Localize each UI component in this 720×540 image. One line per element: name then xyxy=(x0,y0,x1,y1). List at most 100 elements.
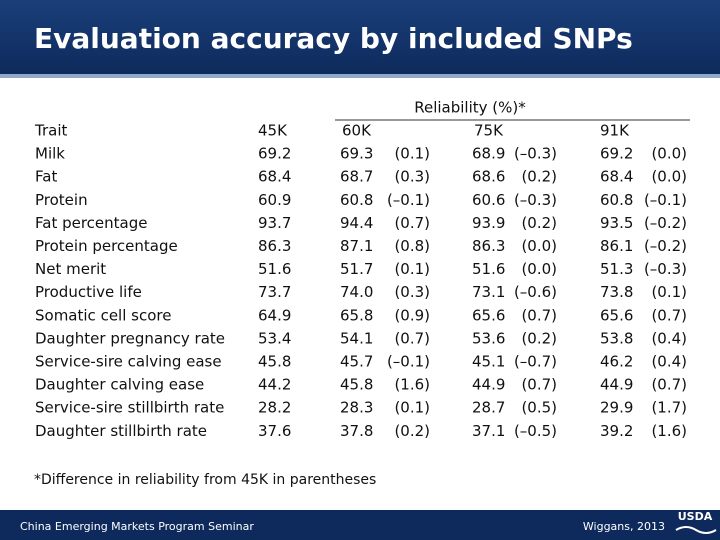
trait-cell: Milk xyxy=(35,145,65,163)
value-cell: (0.7) xyxy=(651,376,687,394)
value-cell: 45.7 xyxy=(340,353,373,371)
value-cell: (0.2) xyxy=(521,214,557,232)
value-cell: 29.9 xyxy=(600,399,633,417)
column-header: 45K xyxy=(258,122,288,140)
value-cell: 46.2 xyxy=(600,353,633,371)
value-cell: 93.5 xyxy=(600,214,633,232)
value-cell: 37.6 xyxy=(258,422,291,440)
value-cell: (0.5) xyxy=(521,399,557,417)
value-cell: 86.3 xyxy=(472,237,505,255)
value-cell: 93.7 xyxy=(258,214,291,232)
footnote: *Difference in reliability from 45K in p… xyxy=(34,472,376,488)
value-cell: 73.1 xyxy=(472,283,505,301)
trait-cell: Productive life xyxy=(35,283,142,301)
value-cell: (0.7) xyxy=(651,306,687,324)
value-cell: 53.6 xyxy=(472,329,505,347)
value-cell: 51.7 xyxy=(340,260,373,278)
value-cell: (0.8) xyxy=(394,237,430,255)
value-cell: (1.6) xyxy=(394,376,430,394)
title-rule xyxy=(0,74,720,78)
value-cell: (–0.1) xyxy=(387,353,430,371)
trait-cell: Net merit xyxy=(35,260,106,278)
logo: USDA xyxy=(678,510,713,523)
trait-cell: Daughter stillbirth rate xyxy=(35,422,207,440)
value-cell: 65.6 xyxy=(600,306,633,324)
value-cell: 65.8 xyxy=(340,306,373,324)
value-cell: (0.3) xyxy=(394,283,430,301)
trait-cell: Fat percentage xyxy=(35,214,148,232)
column-header: Trait xyxy=(34,122,67,140)
trait-cell: Daughter pregnancy rate xyxy=(35,329,225,347)
value-cell: 51.6 xyxy=(472,260,505,278)
value-cell: 37.1 xyxy=(472,422,505,440)
value-cell: 60.8 xyxy=(340,191,373,209)
value-cell: (0.7) xyxy=(521,306,557,324)
value-cell: (0.4) xyxy=(651,353,687,371)
value-cell: (–0.2) xyxy=(644,237,687,255)
value-cell: 53.4 xyxy=(258,329,291,347)
value-cell: (–0.7) xyxy=(514,353,557,371)
value-cell: 44.9 xyxy=(600,376,633,394)
value-cell: (0.0) xyxy=(651,168,687,186)
value-cell: (0.7) xyxy=(394,329,430,347)
value-cell: (0.2) xyxy=(521,329,557,347)
title-band xyxy=(0,0,720,74)
value-cell: (0.1) xyxy=(651,283,687,301)
value-cell: (–0.6) xyxy=(514,283,557,301)
value-cell: 69.2 xyxy=(600,145,633,163)
value-cell: 73.7 xyxy=(258,283,291,301)
value-cell: 54.1 xyxy=(340,329,373,347)
logo-wave xyxy=(675,526,717,534)
value-cell: 51.6 xyxy=(258,260,291,278)
value-cell: 60.6 xyxy=(472,191,505,209)
value-cell: (1.6) xyxy=(651,422,687,440)
value-cell: (0.0) xyxy=(651,145,687,163)
value-cell: 68.4 xyxy=(258,168,291,186)
trait-cell: Somatic cell score xyxy=(35,306,171,324)
value-cell: (–0.1) xyxy=(387,191,430,209)
footer-right: Wiggans, 2013 xyxy=(583,520,665,533)
value-cell: (0.0) xyxy=(521,260,557,278)
trait-cell: Service-sire calving ease xyxy=(35,353,222,371)
value-cell: (0.1) xyxy=(394,399,430,417)
trait-cell: Protein xyxy=(35,191,88,209)
value-cell: (–0.1) xyxy=(644,191,687,209)
value-cell: (0.2) xyxy=(521,168,557,186)
value-cell: 86.3 xyxy=(258,237,291,255)
value-cell: 86.1 xyxy=(600,237,633,255)
value-cell: (0.2) xyxy=(394,422,430,440)
table: Trait 45K 60K 75K 91K Milk 69.2 69.3 (0.1) 68.9 (–… xyxy=(34,122,687,440)
value-cell: (0.9) xyxy=(394,306,430,324)
value-cell: 93.9 xyxy=(472,214,505,232)
value-cell: (–0.3) xyxy=(644,260,687,278)
value-cell: (0.0) xyxy=(521,237,557,255)
value-cell: (–0.3) xyxy=(514,191,557,209)
value-cell: 53.8 xyxy=(600,329,633,347)
value-cell: 68.9 xyxy=(472,145,505,163)
value-cell: (–0.3) xyxy=(514,145,557,163)
group-header: Reliability (%)* xyxy=(414,99,526,117)
value-cell: 51.3 xyxy=(600,260,633,278)
value-cell: (1.7) xyxy=(651,399,687,417)
footer-left: China Emerging Markets Program Seminar xyxy=(20,520,254,533)
value-cell: 74.0 xyxy=(340,283,373,301)
value-cell: 68.7 xyxy=(340,168,373,186)
value-cell: 37.8 xyxy=(340,422,373,440)
trait-cell: Service-sire stillbirth rate xyxy=(35,399,224,417)
value-cell: 69.3 xyxy=(340,145,373,163)
value-cell: 45.1 xyxy=(472,353,505,371)
value-cell: (–0.2) xyxy=(644,214,687,232)
trait-cell: Daughter calving ease xyxy=(35,376,204,394)
column-header: 75K xyxy=(474,122,504,140)
slide-title: Evaluation accuracy by included SNPs xyxy=(34,22,633,55)
value-cell: 28.3 xyxy=(340,399,373,417)
value-cell: 64.9 xyxy=(258,306,291,324)
column-header: 91K xyxy=(600,122,630,140)
value-cell: 68.6 xyxy=(472,168,505,186)
footer-band xyxy=(0,510,720,540)
value-cell: 60.8 xyxy=(600,191,633,209)
value-cell: 87.1 xyxy=(340,237,373,255)
value-cell: 94.4 xyxy=(340,214,373,232)
